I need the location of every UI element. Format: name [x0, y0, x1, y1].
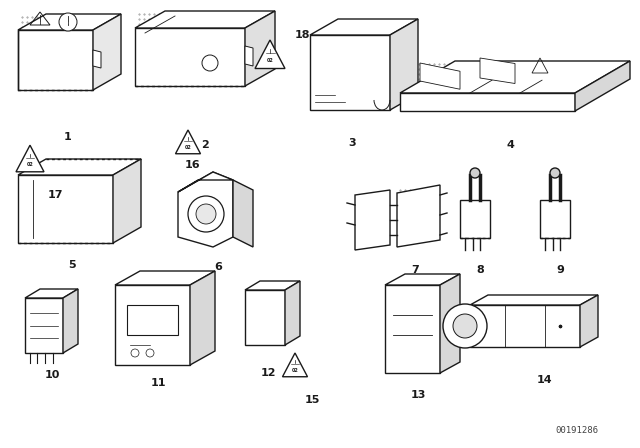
Text: 13: 13 [410, 390, 426, 400]
Polygon shape [16, 145, 44, 172]
Polygon shape [282, 353, 307, 377]
Polygon shape [233, 180, 253, 247]
Polygon shape [93, 50, 101, 68]
Polygon shape [18, 30, 93, 90]
Text: 12: 12 [260, 368, 276, 378]
Text: 5: 5 [68, 260, 76, 270]
Polygon shape [127, 305, 178, 335]
Polygon shape [135, 11, 275, 28]
Polygon shape [178, 172, 233, 192]
Polygon shape [580, 295, 598, 347]
Polygon shape [440, 274, 460, 373]
Polygon shape [115, 271, 215, 285]
Polygon shape [25, 298, 63, 353]
Polygon shape [390, 19, 418, 110]
Text: 11: 11 [150, 378, 166, 388]
Text: 16: 16 [184, 160, 200, 170]
Text: 15: 15 [304, 395, 320, 405]
Text: 02: 02 [267, 59, 273, 64]
Polygon shape [178, 172, 233, 247]
Text: 00191286: 00191286 [555, 426, 598, 435]
Polygon shape [385, 274, 460, 285]
Text: 10: 10 [44, 370, 60, 380]
Text: 02: 02 [184, 145, 191, 150]
Polygon shape [255, 40, 285, 69]
Circle shape [470, 168, 480, 178]
Polygon shape [115, 285, 190, 365]
Polygon shape [18, 175, 113, 243]
Polygon shape [285, 281, 300, 345]
Circle shape [188, 196, 224, 232]
Circle shape [202, 55, 218, 71]
Polygon shape [175, 130, 200, 154]
Polygon shape [245, 281, 300, 290]
Text: 1: 1 [64, 132, 72, 142]
Polygon shape [113, 159, 141, 243]
Polygon shape [245, 46, 253, 66]
Text: 7: 7 [411, 265, 419, 275]
Polygon shape [480, 58, 515, 83]
Polygon shape [575, 61, 630, 111]
Polygon shape [135, 28, 245, 86]
Text: 17: 17 [47, 190, 63, 200]
Circle shape [550, 168, 560, 178]
Circle shape [196, 204, 216, 224]
Text: 3: 3 [348, 138, 356, 148]
Polygon shape [460, 200, 490, 238]
Polygon shape [18, 14, 121, 30]
Text: 9: 9 [556, 265, 564, 275]
Text: 02: 02 [292, 368, 298, 373]
Text: 4: 4 [506, 140, 514, 150]
Polygon shape [540, 200, 570, 238]
Text: 6: 6 [214, 262, 222, 272]
Polygon shape [400, 93, 575, 111]
Text: 18: 18 [294, 30, 310, 40]
Polygon shape [190, 271, 215, 365]
Polygon shape [397, 185, 440, 247]
Polygon shape [355, 190, 390, 250]
Text: 8: 8 [476, 265, 484, 275]
Text: 2: 2 [201, 140, 209, 150]
Polygon shape [470, 295, 598, 305]
Polygon shape [470, 305, 580, 347]
Polygon shape [385, 285, 440, 373]
Text: 14: 14 [537, 375, 553, 385]
Text: 02: 02 [27, 162, 33, 167]
Polygon shape [245, 11, 275, 86]
Polygon shape [420, 63, 460, 89]
Polygon shape [18, 159, 141, 175]
Polygon shape [245, 290, 285, 345]
Circle shape [443, 304, 487, 348]
Polygon shape [310, 19, 418, 35]
Polygon shape [310, 35, 390, 110]
Polygon shape [400, 61, 630, 93]
Polygon shape [63, 289, 78, 353]
Polygon shape [25, 289, 78, 298]
Polygon shape [93, 14, 121, 90]
Circle shape [453, 314, 477, 338]
Circle shape [59, 13, 77, 31]
